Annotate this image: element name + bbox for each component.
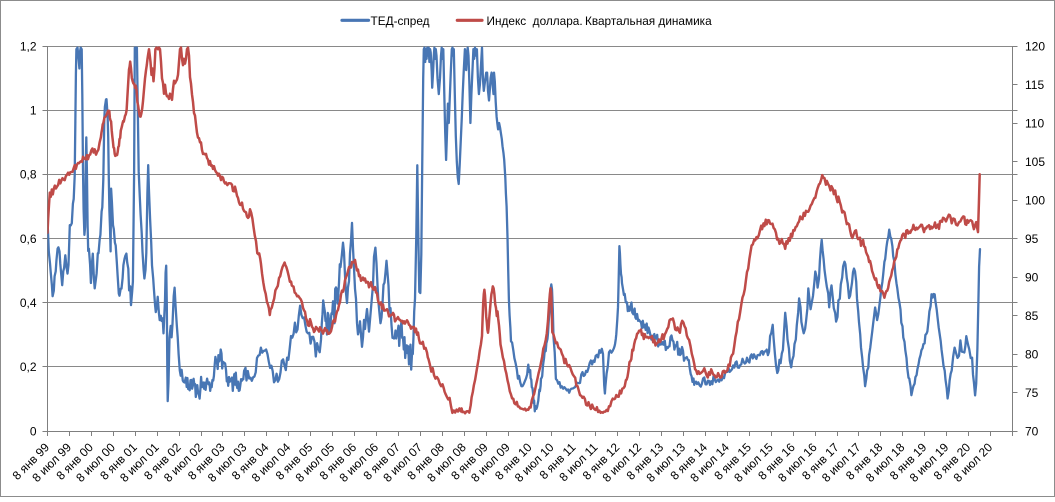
- svg-text:1,2: 1,2: [20, 39, 37, 53]
- svg-text:0,8: 0,8: [20, 168, 37, 182]
- svg-text:0,2: 0,2: [20, 360, 37, 374]
- svg-text:115: 115: [1025, 78, 1044, 92]
- svg-text:85: 85: [1025, 309, 1039, 323]
- svg-text:0,4: 0,4: [20, 296, 37, 310]
- svg-text:1: 1: [30, 103, 37, 117]
- svg-text:70: 70: [1025, 424, 1039, 438]
- svg-text:ТЕД-спред: ТЕД-спред: [371, 14, 430, 28]
- svg-text:105: 105: [1025, 155, 1045, 169]
- svg-text:100: 100: [1025, 193, 1045, 207]
- svg-text:Индекс доллара. Квартальная д: Индекс доллара. Квартальная динамика: [487, 14, 713, 28]
- svg-text:80: 80: [1025, 347, 1039, 361]
- svg-text:0: 0: [30, 424, 37, 438]
- svg-text:95: 95: [1025, 232, 1039, 246]
- svg-text:0,6: 0,6: [20, 232, 37, 246]
- svg-text:120: 120: [1025, 39, 1045, 53]
- svg-text:75: 75: [1025, 386, 1039, 400]
- svg-text:90: 90: [1025, 270, 1039, 284]
- svg-text:110: 110: [1025, 116, 1044, 130]
